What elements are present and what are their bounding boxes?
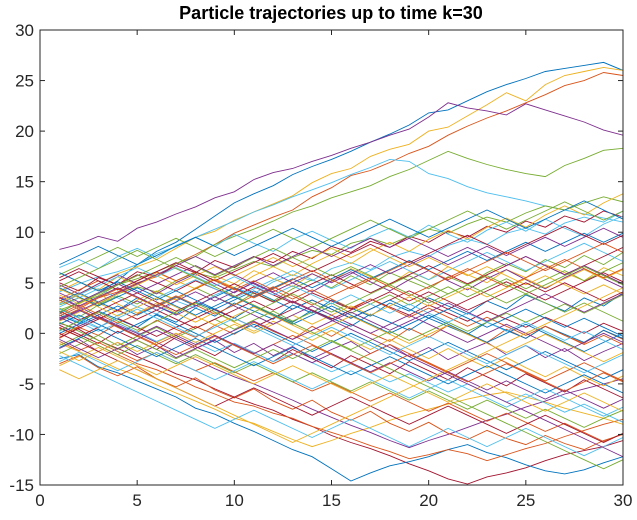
y-tick-label: -5 [19,375,34,394]
series-line-60 [59,293,623,359]
series-line-58 [59,242,623,317]
y-tick-label: 5 [25,274,34,293]
series-line-1 [59,61,623,314]
series-line-56 [59,225,623,291]
series-line-10 [59,342,623,448]
x-tick-label: 0 [35,491,44,510]
series-line-50 [59,272,623,337]
series-line-46 [59,237,623,303]
series-line-4 [59,102,623,250]
series-line-39 [59,316,623,409]
y-tick-label: 30 [15,21,34,40]
series-line-51 [59,259,623,324]
series-line-52 [59,347,623,412]
y-tick-label: 25 [15,72,34,91]
x-tick-label: 10 [225,491,244,510]
series-line-25 [59,268,623,295]
series-line-61 [59,247,623,322]
series-line-3 [59,66,623,304]
series-line-26 [59,262,623,355]
series-line-67 [59,256,623,458]
series-line-62 [59,355,623,457]
series-line-6 [59,158,623,293]
x-tick-label: 5 [132,491,141,510]
series-line-2 [59,72,623,319]
series-line-40 [59,201,623,276]
series-line-66 [59,287,623,443]
series-line-64 [59,200,623,266]
chart-title: Particle trajectories up to time k=30 [179,3,483,23]
y-tick-label: 0 [25,324,34,343]
series-line-29 [59,232,623,334]
x-tick-label: 20 [419,491,438,510]
series-line-23 [59,355,623,451]
series-line-65 [59,299,623,392]
series-line-7 [59,322,623,485]
series-line-68 [59,249,623,470]
series-line-27 [59,312,623,423]
y-tick-label: 15 [15,173,34,192]
series-line-47 [59,294,623,369]
series-line-59 [59,288,623,363]
series-line-32 [59,227,623,320]
series-line-33 [59,335,623,428]
y-tick-label: 20 [15,122,34,141]
series-line-55 [59,308,623,374]
y-tick-label: -10 [9,425,34,444]
series-line-19 [59,252,623,318]
series-line-20 [59,215,623,270]
series-line-11 [59,297,623,449]
series-layer [59,61,623,485]
series-line-18 [59,338,623,362]
x-tick-label: 25 [516,491,535,510]
series-line-38 [59,247,623,304]
series-line-49 [59,282,623,338]
x-tick-label: 15 [322,491,341,510]
series-line-9 [59,327,623,462]
series-line-41 [59,352,623,417]
y-tick-label: -15 [9,476,34,495]
series-line-48 [59,267,623,350]
series-line-12 [59,196,623,306]
x-tick-label: 30 [614,491,633,510]
axes: 0 5 10 15 20 25 30 -15 -10 -5 0 5 10 15 20 25 30 [9,21,632,510]
y-tick-label: 10 [15,223,34,242]
series-line-53 [59,287,623,352]
series-line-54 [59,266,623,331]
series-line-8 [59,354,623,482]
series-line-57 [59,328,623,394]
